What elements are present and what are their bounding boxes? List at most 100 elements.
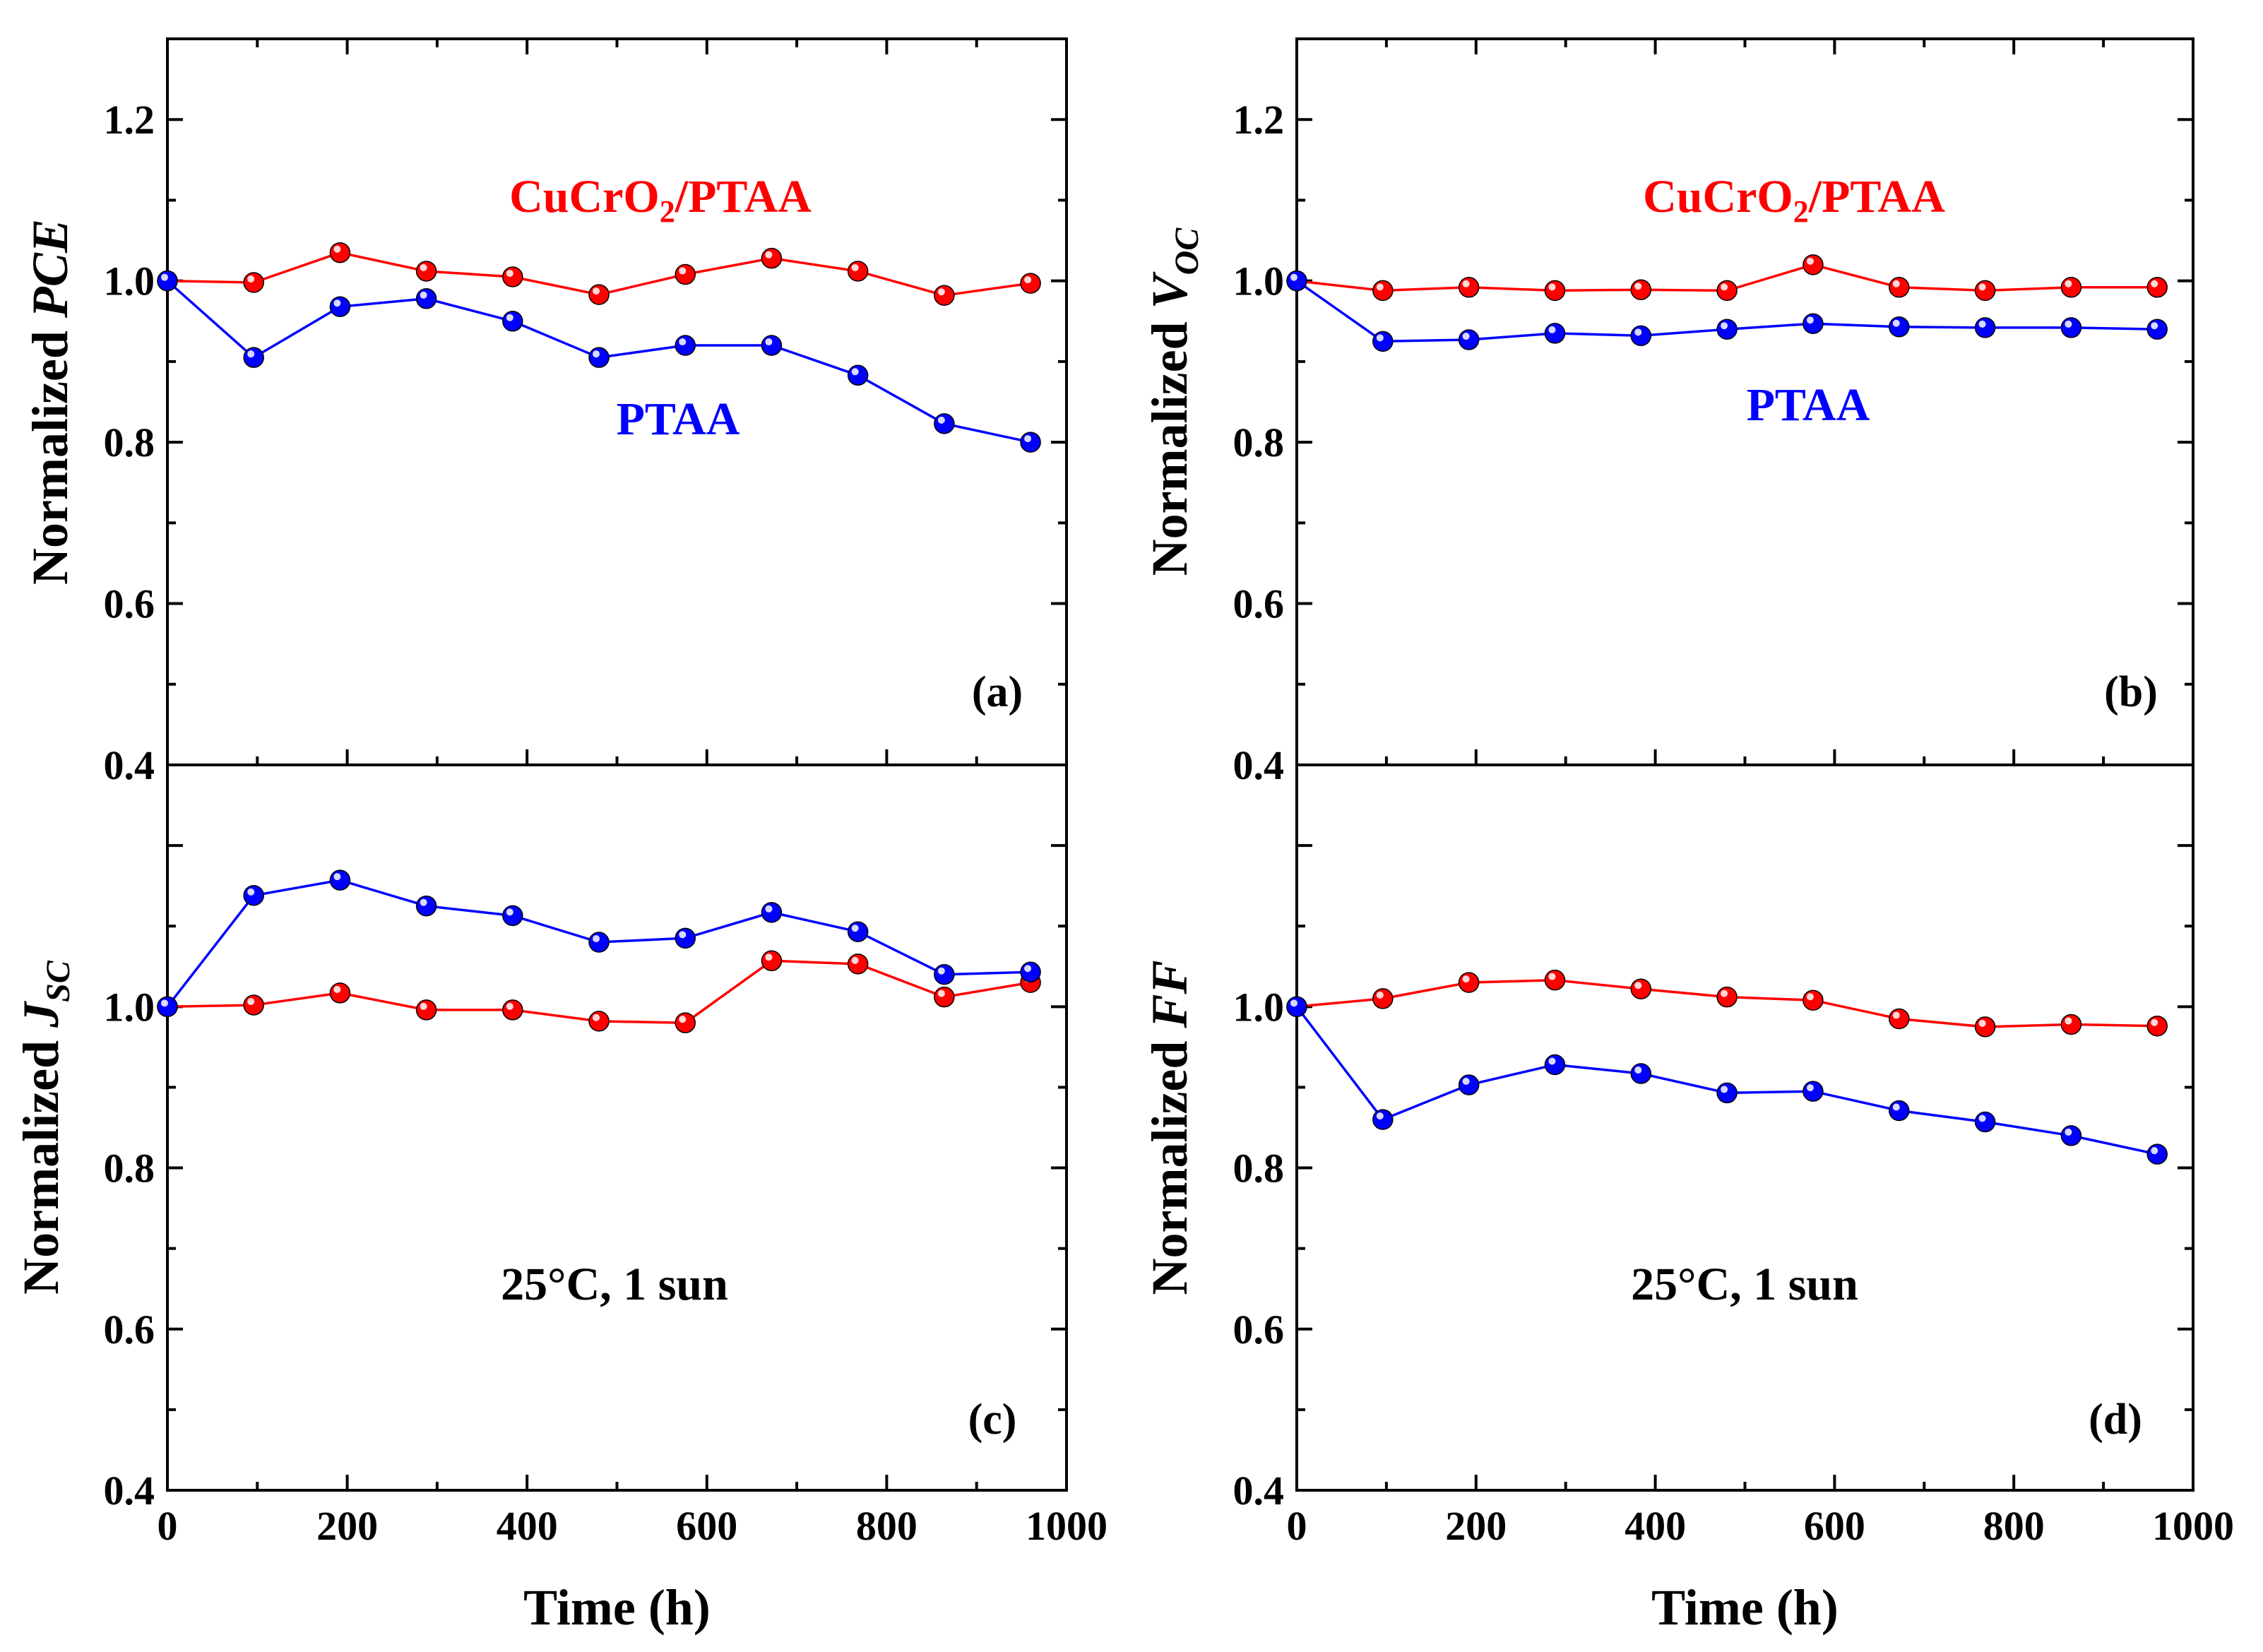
data-point-ptaa: [502, 311, 523, 332]
y-axis-title-prefix: Normalized: [22, 318, 78, 585]
y-axis-title-variable: FF: [1141, 961, 1198, 1029]
data-point-ptaa: [329, 296, 351, 317]
y-tick-label: 1.0: [1233, 984, 1285, 1030]
data-point-cucro2-ptaa: [2060, 1014, 2082, 1035]
data-point-cucro2-ptaa: [329, 982, 351, 1004]
y-axis-title: Normalized VOC: [1141, 227, 1206, 576]
data-point-ptaa: [1286, 270, 1307, 292]
data-point-ptaa: [1020, 432, 1041, 453]
data-point-ptaa: [1544, 1054, 1566, 1076]
data-point-cucro2-ptaa: [2146, 277, 2168, 298]
y-tick-label: 0.8: [104, 420, 155, 465]
x-tick-label: 0: [158, 1503, 178, 1549]
x-axis-title: Time (h): [523, 1579, 711, 1636]
data-point-ptaa: [1544, 323, 1566, 344]
data-point-ptaa: [157, 270, 178, 292]
data-point-cucro2-ptaa: [675, 1012, 696, 1033]
x-tick-label: 400: [497, 1503, 558, 1549]
data-point-cucro2-ptaa: [1802, 990, 1824, 1011]
annotation-ptaa: PTAA: [617, 393, 740, 445]
data-point-cucro2-ptaa: [1974, 280, 1996, 302]
data-point-cucro2-ptaa: [588, 284, 610, 305]
data-point-cucro2-ptaa: [329, 242, 351, 263]
panel-label: (c): [968, 1396, 1017, 1444]
data-point-ptaa: [2146, 319, 2168, 340]
data-point-ptaa: [934, 413, 955, 434]
y-axis-title-subscript: SC: [40, 960, 77, 1002]
data-point-cucro2-ptaa: [415, 999, 437, 1021]
data-point-ptaa: [847, 364, 869, 386]
y-tick-label: 0.8: [1233, 1146, 1285, 1192]
data-point-ptaa: [1372, 331, 1394, 352]
data-point-cucro2-ptaa: [1020, 273, 1041, 294]
y-axis-title: Normalized JSC: [13, 960, 77, 1295]
data-point-ptaa: [243, 885, 264, 906]
data-point-cucro2-ptaa: [1802, 254, 1824, 275]
data-point-cucro2-ptaa: [934, 285, 955, 306]
data-point-cucro2-ptaa: [1458, 277, 1480, 298]
panel-label: (b): [2104, 668, 2158, 716]
y-tick-label: 1.0: [104, 984, 155, 1030]
y-axis-title: Normalized PCE: [22, 219, 78, 585]
y-axis-title-prefix: Normalized: [1141, 1028, 1198, 1295]
data-point-cucro2-ptaa: [847, 953, 869, 975]
y-axis-title-variable: V: [1141, 271, 1198, 309]
data-point-ptaa: [675, 927, 696, 949]
data-point-ptaa: [761, 902, 783, 923]
data-point-cucro2-ptaa: [675, 263, 696, 285]
data-point-ptaa: [1716, 319, 1738, 340]
data-point-cucro2-ptaa: [1889, 1008, 1910, 1030]
y-tick-label: 0.4: [104, 1468, 155, 1514]
data-point-cucro2-ptaa: [761, 950, 783, 972]
y-tick-label: 0.6: [104, 1307, 155, 1353]
y-tick-label: 0.8: [1233, 420, 1285, 465]
data-point-cucro2-ptaa: [1458, 972, 1480, 993]
data-point-ptaa: [157, 996, 178, 1018]
plot-frame: [1295, 37, 2194, 766]
data-point-ptaa: [675, 335, 696, 356]
data-point-cucro2-ptaa: [502, 266, 523, 287]
y-tick-label: 0.4: [104, 742, 155, 788]
y-axis-title-subscript: OC: [1168, 227, 1206, 275]
data-point-ptaa: [934, 963, 955, 985]
panel-label: (d): [2089, 1396, 2142, 1444]
data-point-ptaa: [1889, 1100, 1910, 1122]
data-point-ptaa: [2060, 1125, 2082, 1146]
x-tick-label: 800: [1983, 1503, 2045, 1549]
series-line-ptaa: [1295, 1006, 2158, 1155]
data-point-ptaa: [1020, 961, 1041, 983]
y-tick-label: 0.8: [104, 1146, 155, 1192]
annotation-ptaa: PTAA: [1747, 379, 1870, 431]
data-point-cucro2-ptaa: [415, 261, 437, 282]
data-point-ptaa: [502, 905, 523, 927]
data-point-cucro2-ptaa: [2146, 1015, 2168, 1037]
plot-frame: [166, 763, 1068, 1492]
y-axis-title-prefix: Normalized: [13, 1028, 69, 1295]
panel-d: 0.4 0.6 0.8 1.0 0 200 400 600 800 1000 Time (h) Nor…: [1141, 763, 2234, 1636]
x-tick-label: 0: [1287, 1503, 1307, 1549]
x-tick-label: 1000: [1026, 1503, 1107, 1549]
data-point-cucro2-ptaa: [1544, 280, 1566, 302]
data-point-ptaa: [243, 347, 264, 368]
x-tick-label: 200: [1445, 1503, 1507, 1549]
data-point-ptaa: [1974, 317, 1996, 338]
y-tick-label: 0.4: [1233, 742, 1285, 788]
data-point-ptaa: [415, 895, 437, 917]
data-point-cucro2-ptaa: [1372, 988, 1394, 1009]
data-point-ptaa: [588, 932, 610, 953]
x-axis-title: Time (h): [1651, 1579, 1839, 1636]
x-tick-label: 400: [1625, 1503, 1686, 1549]
y-tick-label: 0.6: [1233, 581, 1285, 627]
y-axis-title: Normalized FF: [1141, 961, 1198, 1295]
data-point-ptaa: [2060, 317, 2082, 338]
data-point-cucro2-ptaa: [1716, 986, 1738, 1008]
y-axis-title-variable: J: [13, 1001, 69, 1028]
x-tick-label: 200: [316, 1503, 378, 1549]
data-point-cucro2-ptaa: [588, 1011, 610, 1032]
panel-b: 0.4 0.6 0.8 1.0 1.2 Normalized VOC CuCrO2/PTAA…: [1141, 37, 2194, 788]
data-point-ptaa: [415, 288, 437, 309]
data-point-ptaa: [847, 921, 869, 942]
x-tick-label: 600: [1804, 1503, 1865, 1549]
y-tick-label: 1.0: [104, 259, 155, 304]
